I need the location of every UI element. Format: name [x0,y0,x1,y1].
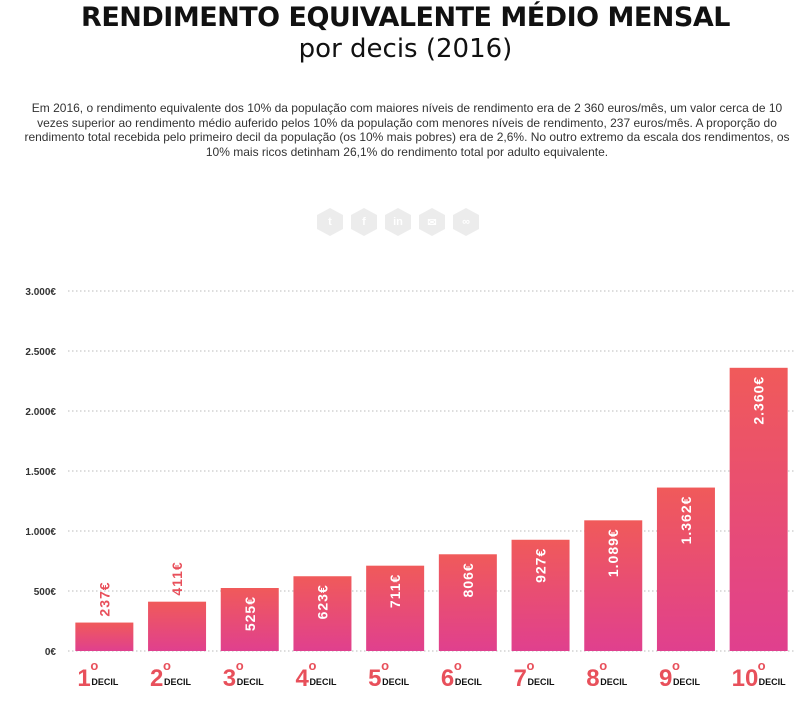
decil-word: DECIL [309,677,337,687]
bar-value-label: 711€ [387,574,403,608]
decil-number: 2 [150,665,163,692]
bars [75,367,788,651]
linkedin-icon[interactable]: in [385,208,411,236]
decil-ordinal: o [381,658,389,673]
y-tick-label: 1.500€ [25,467,56,478]
x-tick-label: 10 o DECIL [732,658,787,692]
decil-number: 10 [732,665,759,692]
decil-number: 5 [368,665,381,692]
x-tick-label: 5 o DECIL [368,658,410,692]
bar [656,487,715,651]
decil-word: DECIL [237,677,265,687]
decil-number: 4 [295,665,309,692]
email-icon[interactable]: ✉ [419,208,445,236]
y-tick-label: 1.000€ [25,527,56,538]
decil-ordinal: o [308,658,316,673]
decil-word: DECIL [759,677,787,687]
y-tick-label: 2.000€ [25,407,56,418]
bar-value-label: 525€ [242,596,258,631]
decil-number: 8 [586,665,599,692]
decil-word: DECIL [91,677,119,687]
chart-title: RENDIMENTO EQUIVALENTE MÉDIO MENSAL [81,2,730,33]
bar [511,539,570,651]
decil-number: 9 [659,665,672,692]
decil-ordinal: o [90,658,98,673]
y-axis: 0€ 500€ 1.000€ 1.500€ 2.000€ 2.500€ 3.000€ [25,287,56,658]
bar-value-label: 623€ [314,584,330,619]
decil-ordinal: o [672,658,680,673]
y-tick-label: 3.000€ [25,287,56,298]
x-tick-label: 2 o DECIL [150,658,192,692]
decil-word: DECIL [528,677,556,687]
bar [438,554,497,651]
y-tick-label: 2.500€ [25,347,56,358]
decil-word: DECIL [382,677,410,687]
bar [75,622,134,651]
bar-value-label: 1.089€ [605,528,621,577]
decil-ordinal: o [599,658,607,673]
decil-word: DECIL [600,677,628,687]
x-tick-label: 4 o DECIL [295,658,337,692]
bar-value-label: 237€ [96,581,112,616]
decil-number: 7 [514,665,527,692]
decil-number: 6 [441,665,454,692]
decil-ordinal: o [163,658,171,673]
decil-word: DECIL [164,677,192,687]
bar [220,588,279,651]
decil-ordinal: o [454,658,462,673]
decil-number: 3 [223,665,236,692]
x-tick-label: 3 o DECIL [223,658,265,692]
decil-ordinal: o [758,658,766,673]
bar-value-label: 1.362€ [678,496,694,545]
bar [584,520,643,651]
chart-description: Em 2016, o rendimento equivalente dos 10… [24,101,790,159]
link-icon[interactable]: ∞ [453,208,479,236]
bar-value-label: 411€ [169,561,185,595]
y-tick-label: 0€ [45,647,57,658]
x-tick-label: 7 o DECIL [514,658,556,692]
y-tick-label: 500€ [34,587,57,598]
bar-value-label: 2.360€ [751,376,767,425]
decil-ordinal: o [527,658,535,673]
x-tick-label: 8 o DECIL [586,658,628,692]
x-tick-label: 1 o DECIL [77,658,119,692]
decil-number: 1 [77,665,90,692]
x-tick-label: 6 o DECIL [441,658,483,692]
chart-subtitle: por decis (2016) [298,34,513,64]
bar [148,601,207,651]
bar [293,576,352,651]
bar [729,367,788,651]
bar [366,565,425,651]
bar-value-label: 927€ [533,548,549,583]
twitter-icon[interactable]: t [317,208,343,236]
decil-word: DECIL [673,677,701,687]
bar-value-label: 806€ [460,562,476,597]
decil-word: DECIL [455,677,483,687]
x-tick-label: 9 o DECIL [659,658,701,692]
value-labels: 237€ 411€ 525€ 623€ 711€ 806€ 927€ 1.089€ 1.362€… [96,376,766,631]
decil-ordinal: o [236,658,244,673]
share-bar: t f in ✉ ∞ [317,208,479,236]
facebook-icon[interactable]: f [351,208,377,236]
